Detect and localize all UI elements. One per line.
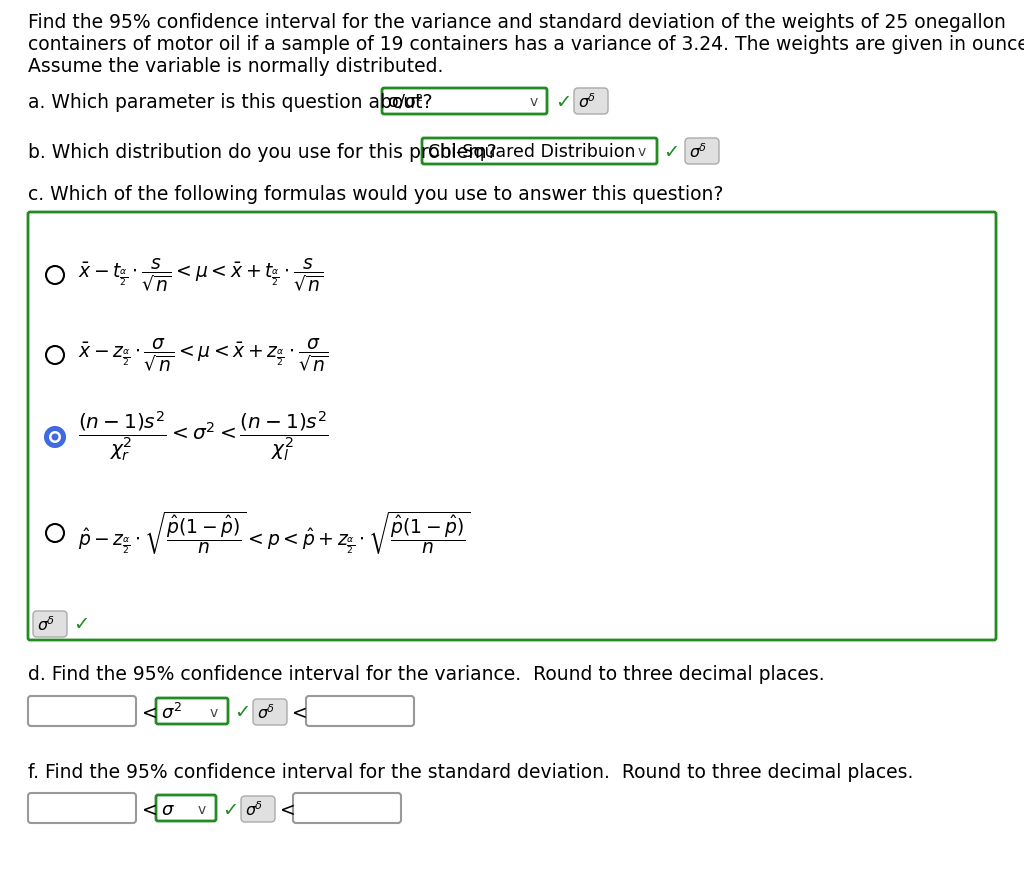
Text: v: v — [198, 803, 206, 817]
Text: <: < — [142, 704, 158, 722]
FancyBboxPatch shape — [156, 698, 228, 724]
FancyBboxPatch shape — [253, 699, 287, 725]
Text: σ/σ²: σ/σ² — [388, 93, 423, 111]
FancyBboxPatch shape — [382, 88, 547, 114]
Text: containers of motor oil if a sample of 19 containers has a variance of 3.24. The: containers of motor oil if a sample of 1… — [28, 35, 1024, 54]
Text: <: < — [280, 800, 296, 820]
Text: Assume the variable is normally distributed.: Assume the variable is normally distribu… — [28, 56, 443, 76]
FancyBboxPatch shape — [241, 796, 275, 822]
Text: $\sigma^{\!\delta}$: $\sigma^{\!\delta}$ — [578, 93, 595, 112]
Text: f. Find the 95% confidence interval for the standard deviation.  Round to three : f. Find the 95% confidence interval for … — [28, 763, 913, 781]
FancyBboxPatch shape — [293, 793, 401, 823]
Text: $\sigma$: $\sigma$ — [161, 801, 175, 819]
Text: ✓: ✓ — [234, 704, 251, 722]
Text: Find the 95% confidence interval for the variance and standard deviation of the : Find the 95% confidence interval for the… — [28, 13, 1006, 31]
Text: ✓: ✓ — [555, 93, 571, 112]
Text: $\sigma^{\!\delta}$: $\sigma^{\!\delta}$ — [257, 704, 274, 722]
FancyBboxPatch shape — [685, 138, 719, 164]
Text: $\bar{x} - z_{\frac{\alpha}{2}} \cdot \dfrac{\sigma}{\sqrt{n}} < \mu < \bar{x} +: $\bar{x} - z_{\frac{\alpha}{2}} \cdot \d… — [78, 337, 329, 374]
Text: $\bar{x} - t_{\frac{\alpha}{2}} \cdot \dfrac{s}{\sqrt{n}} < \mu < \bar{x} + t_{\: $\bar{x} - t_{\frac{\alpha}{2}} \cdot \d… — [78, 256, 324, 294]
Text: <: < — [292, 704, 308, 722]
Text: d. Find the 95% confidence interval for the variance.  Round to three decimal pl: d. Find the 95% confidence interval for … — [28, 665, 824, 685]
FancyBboxPatch shape — [28, 696, 136, 726]
Text: ✓: ✓ — [73, 615, 89, 635]
Circle shape — [49, 431, 61, 443]
Text: Chi-Squared Distribuion: Chi-Squared Distribuion — [428, 143, 636, 161]
FancyBboxPatch shape — [306, 696, 414, 726]
Text: $\sigma^{\!\delta}$: $\sigma^{\!\delta}$ — [245, 801, 262, 820]
FancyBboxPatch shape — [574, 88, 608, 114]
FancyBboxPatch shape — [156, 795, 216, 821]
Text: <: < — [142, 800, 158, 820]
Text: c. Which of the following formulas would you use to answer this question?: c. Which of the following formulas would… — [28, 186, 723, 204]
Text: $\sigma^2$: $\sigma^2$ — [161, 703, 182, 723]
FancyBboxPatch shape — [28, 212, 996, 640]
Text: $\dfrac{(n-1)s^2}{\chi^2_r} < \sigma^2 < \dfrac{(n-1)s^2}{\chi^2_l}$: $\dfrac{(n-1)s^2}{\chi^2_r} < \sigma^2 <… — [78, 410, 329, 464]
FancyBboxPatch shape — [33, 611, 67, 637]
Text: v: v — [530, 95, 539, 109]
Text: ✓: ✓ — [222, 800, 239, 820]
Circle shape — [46, 524, 63, 542]
Circle shape — [45, 427, 65, 447]
Text: $\sigma^{\!\delta}$: $\sigma^{\!\delta}$ — [37, 615, 54, 634]
Circle shape — [51, 433, 58, 440]
Circle shape — [46, 346, 63, 364]
Circle shape — [46, 266, 63, 284]
Text: a. Which parameter is this question about?: a. Which parameter is this question abou… — [28, 93, 432, 112]
FancyBboxPatch shape — [422, 138, 657, 164]
Text: v: v — [638, 145, 646, 159]
Text: $\sigma^{\!\delta}$: $\sigma^{\!\delta}$ — [689, 143, 707, 162]
FancyBboxPatch shape — [28, 793, 136, 823]
Text: b. Which distribution do you use for this problem?: b. Which distribution do you use for thi… — [28, 143, 497, 162]
Text: $\hat{p} - z_{\frac{\alpha}{2}} \cdot \sqrt{\dfrac{\hat{p}(1-\hat{p})}{n}} < p <: $\hat{p} - z_{\frac{\alpha}{2}} \cdot \s… — [78, 510, 470, 556]
Text: v: v — [210, 706, 218, 720]
Text: ✓: ✓ — [663, 143, 679, 162]
